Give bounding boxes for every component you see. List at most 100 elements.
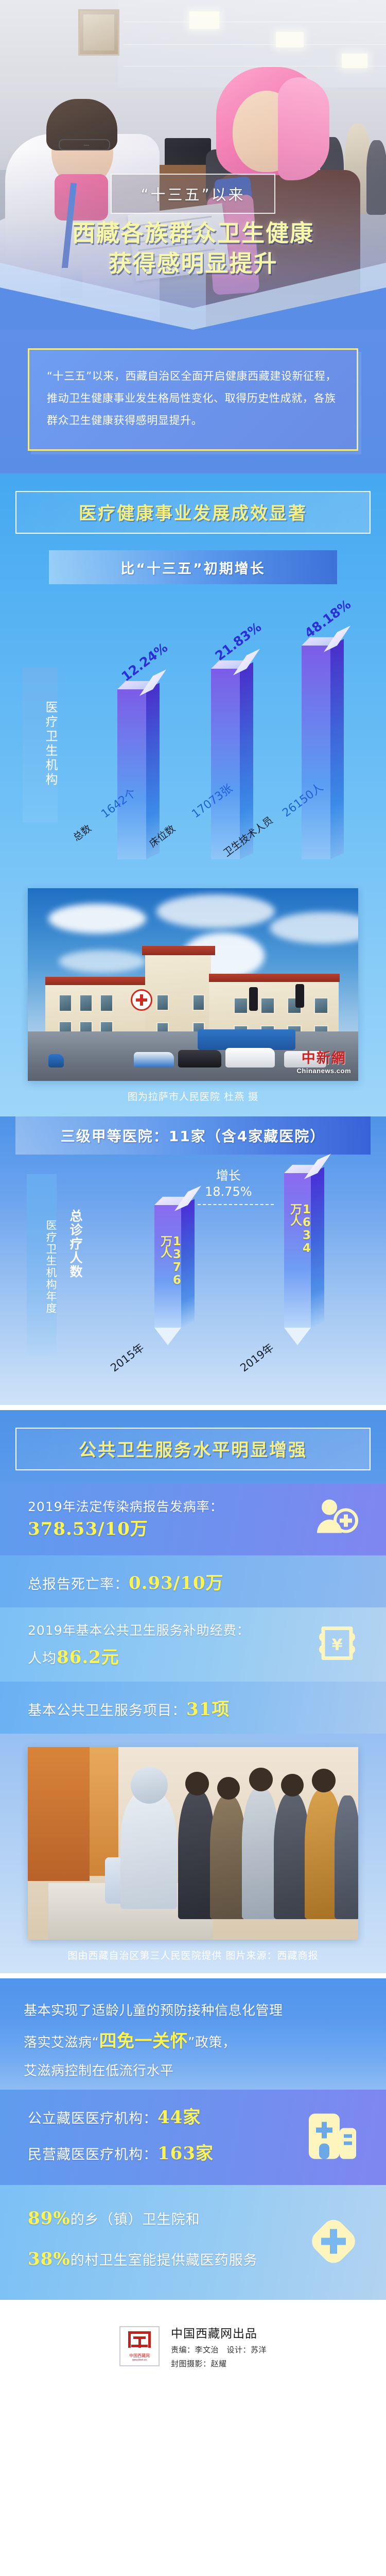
watermark: 中新網 Chinanews.com — [297, 1047, 351, 1075]
chart2-growth-label: 增长 — [216, 1168, 241, 1183]
stat-value-infection-rate: 378.53/10万 — [28, 1518, 148, 1539]
photo-hospital-caption: 图为拉萨市人民医院 杜燕 摄 — [127, 1091, 259, 1103]
chart2-growth-annotation: 增长 18.75% — [205, 1168, 252, 1200]
section-tibetan-medicine: 基本实现了适龄儿童的预防接种信息化管理 落实艾滋病“四免一关怀”政策， 艾滋病控… — [0, 1978, 386, 2300]
footer-producer: 中国西藏网出品 — [170, 2327, 257, 2341]
section1-header: 医疗健康事业发展成效显著 — [0, 473, 386, 547]
chart1-bar-1 — [117, 669, 166, 860]
stat-value-village-pct: 38% — [28, 2248, 71, 2269]
logo-url: www.tibet.cn — [132, 2359, 147, 2362]
stat-label-infection-rate: 2019年法定传染病报告发病率： — [28, 1499, 223, 1515]
logo-mark-icon — [126, 2330, 153, 2352]
stat-row-death-rate: 总报告死亡率：0.93/10万 — [0, 1555, 386, 1607]
red-cross-icon — [131, 989, 152, 1011]
chart1-axis-group-label: 医疗卫生机构 — [23, 668, 58, 823]
chart2-axis-label-2: 总诊疗人数 — [68, 1209, 83, 1279]
intro-box: “十三五”以来，西藏自治区全面开启健康西藏建设新征程，推动卫生健康事业发生格局性… — [28, 348, 358, 451]
photo-block-vaccination: 图由西藏自治区第三人民医院提供 图片来源：西藏商报 — [0, 1734, 386, 1973]
photo-vaccination-caption: 图由西藏自治区第三人民医院提供 图片来源：西藏商报 — [67, 1950, 319, 1962]
chart1-bar-1-pct: 12.24% — [118, 640, 171, 685]
section-medical-development: 医疗健康事业发展成效显著 比“十三五”初期增长 医疗卫生机构 — [0, 473, 386, 1405]
hero-swoosh-divider — [0, 263, 386, 330]
stat-value-public-tibetan: 44家 — [157, 2107, 201, 2128]
hero-overlay — [0, 0, 386, 330]
chart-annual-visits-wrapper: 三级甲等医院：11家（含4家藏医院） 医疗卫生机构年度 总诊疗人数 1376万人… — [0, 1116, 386, 1405]
chart1-bar-2 — [211, 649, 260, 860]
watermark-cn: 中新網 — [301, 1050, 346, 1067]
chart1-bar-2-pct: 21.83% — [212, 619, 265, 664]
chart2-bar-2019-value: 1634万人 — [288, 1203, 313, 1255]
section3-line-2: 落实艾滋病“四免一关怀”政策， — [0, 2024, 386, 2058]
logo-caption: 中国西藏网 — [129, 2353, 150, 2359]
intro-section: “十三五”以来，西藏自治区全面开启健康西藏建设新征程，推动卫生健康事业发生格局性… — [0, 330, 386, 474]
chart-growth-vs-13th-plan: 比“十三五”初期增长 医疗卫生机构 12.24% 1642个 总数 — [0, 550, 386, 875]
footer-photo-credit: 封图摄影：赵耀 — [170, 2359, 227, 2368]
section3-line-2-b: ”政策， — [187, 2035, 236, 2051]
chart2-bar-2019-category: 2019年 — [238, 1341, 276, 1375]
footer-credits: 责编：李文治 设计：苏洋 — [170, 2345, 267, 2354]
stat-label-private-tibetan: 民营藏医医疗机构： — [28, 2146, 157, 2163]
section3-line-2-highlight: 四免一关怀 — [99, 2031, 188, 2052]
photo-block-hospital: 中新網 Chinanews.com 图为拉萨市人民医院 杜燕 摄 — [0, 875, 386, 1114]
chart2-bar-2015-category: 2015年 — [108, 1341, 147, 1375]
stat-label-service-items: 基本公共卫生服务项目： — [28, 1703, 186, 1719]
tibet-net-logo: 中国西藏网 www.tibet.cn — [119, 2326, 160, 2366]
stat-label-public-tibetan: 公立藏医医疗机构： — [28, 2111, 157, 2127]
infographic-page: “十三五”以来 西藏各族群众卫生健康 获得感明显提升 “十三五”以来，西藏自治区… — [0, 0, 386, 2388]
section-divider — [0, 1405, 386, 1411]
chart-annual-visits: 三级甲等医院：11家（含4家藏医院） 医疗卫生机构年度 总诊疗人数 1376万人… — [0, 1116, 386, 1405]
section-public-health: 公共卫生服务水平明显增强 2019年法定传染病报告发病率： 378.53/10万 — [0, 1410, 386, 1974]
intro-paragraph: “十三五”以来，西藏自治区全面开启健康西藏建设新征程，推动卫生健康事业发生格局性… — [47, 370, 337, 427]
section3-line-3: 艾滋病控制在低流行水平 — [24, 2063, 174, 2079]
photo-hospital: 中新網 Chinanews.com — [28, 888, 358, 1081]
stat-label-village-pct: 的村卫生室能提供藏医药服务 — [70, 2252, 258, 2268]
section3-text-block: 基本实现了适龄儿童的预防接种信息化管理 落实艾滋病“四免一关怀”政策， 艾滋病控… — [0, 1978, 386, 2090]
page-title-line-1: 西藏各族群众卫生健康 — [72, 220, 314, 246]
footer-meta: 中国西藏网出品 责编：李文治 设计：苏洋 封图摄影：赵耀 — [171, 2324, 267, 2369]
stat-value-death-rate: 0.93/10万 — [129, 1572, 224, 1594]
hero-kicker: “十三五”以来 — [111, 174, 275, 214]
hospital-building-icon — [306, 2110, 359, 2164]
patient-plus-icon — [312, 1495, 359, 1545]
chart1-bar-1-category: 总数 — [71, 822, 94, 844]
stat-label-township-pct: 的乡（镇）卫生院和 — [70, 2212, 200, 2228]
section2-heading: 公共卫生服务水平明显增强 — [79, 1440, 307, 1461]
svg-text:¥: ¥ — [332, 1636, 343, 1654]
chart1-bar-3 — [302, 625, 350, 860]
chart2-growth-guide — [198, 1204, 274, 1206]
chart1-ribbon: 比“十三五”初期增长 — [49, 550, 337, 585]
stat-label-death-rate: 总报告死亡率： — [28, 1576, 129, 1592]
stat-value-private-tibetan: 163家 — [157, 2143, 214, 2164]
stat-value-service-items: 31项 — [186, 1699, 230, 1720]
chart1-ribbon-text: 比“十三五”初期增长 — [120, 561, 266, 577]
stat-value-township-pct: 89% — [28, 2208, 71, 2229]
stat-row-subsidy: 2019年基本公共卫生服务补助经费： 人均86.2元 ¥ — [0, 1607, 386, 1682]
stat-row-tibetan-institutions: 公立藏医医疗机构：44家 民营藏医医疗机构：163家 — [0, 2090, 386, 2185]
hero-kicker-text: “十三五”以来 — [141, 186, 245, 204]
chart2-banner: 三级甲等医院：11家（含4家藏医院） — [15, 1116, 371, 1155]
stat-row-service-items: 基本公共卫生服务项目：31项 — [0, 1682, 386, 1734]
section-divider-2 — [0, 1973, 386, 1979]
chart2-growth-value: 18.75% — [205, 1184, 252, 1199]
yen-note-icon: ¥ — [315, 1621, 359, 1668]
section3-line-1: 基本实现了适龄儿童的预防接种信息化管理 — [24, 2003, 283, 2019]
watermark-en: Chinanews.com — [296, 1067, 351, 1075]
chart2-bar-2015-value: 1376万人 — [158, 1235, 184, 1287]
stat-row-coverage: 89%的乡（镇）卫生院和 38%的村卫生室能提供藏医药服务 — [0, 2185, 386, 2300]
stat-value-subsidy: 86.2元 — [57, 1647, 119, 1668]
hero-banner: “十三五”以来 西藏各族群众卫生健康 获得感明显提升 — [0, 0, 386, 330]
medical-cross-icon — [308, 2215, 359, 2269]
page-title-line-2: 获得感明显提升 — [108, 250, 278, 277]
stat-label-subsidy: 2019年基本公共卫生服务补助经费： — [28, 1622, 250, 1638]
section1-heading: 医疗健康事业发展成效显著 — [79, 503, 307, 524]
page-title: 西藏各族群众卫生健康 获得感明显提升 — [0, 218, 386, 279]
stat-prefix-subsidy: 人均 — [28, 1651, 57, 1667]
footer: 中国西藏网 www.tibet.cn 中国西藏网出品 责编：李文治 设计：苏洋 … — [0, 2299, 386, 2388]
chart2-banner-text: 三级甲等医院：11家（含4家藏医院） — [60, 1128, 326, 1145]
chart1-bar-3-pct: 48.18% — [302, 597, 354, 641]
chart1-bars: 12.24% 1642个 总数 21.83% 17073张 床位数 — [0, 597, 386, 860]
section3-line-2-a: 落实艾滋病“ — [24, 2035, 99, 2051]
chart2-axis-label: 医疗卫生机构年度 — [27, 1174, 57, 1355]
section2-header: 公共卫生服务水平明显增强 — [0, 1410, 386, 1484]
photo-vaccination — [28, 1747, 358, 1940]
